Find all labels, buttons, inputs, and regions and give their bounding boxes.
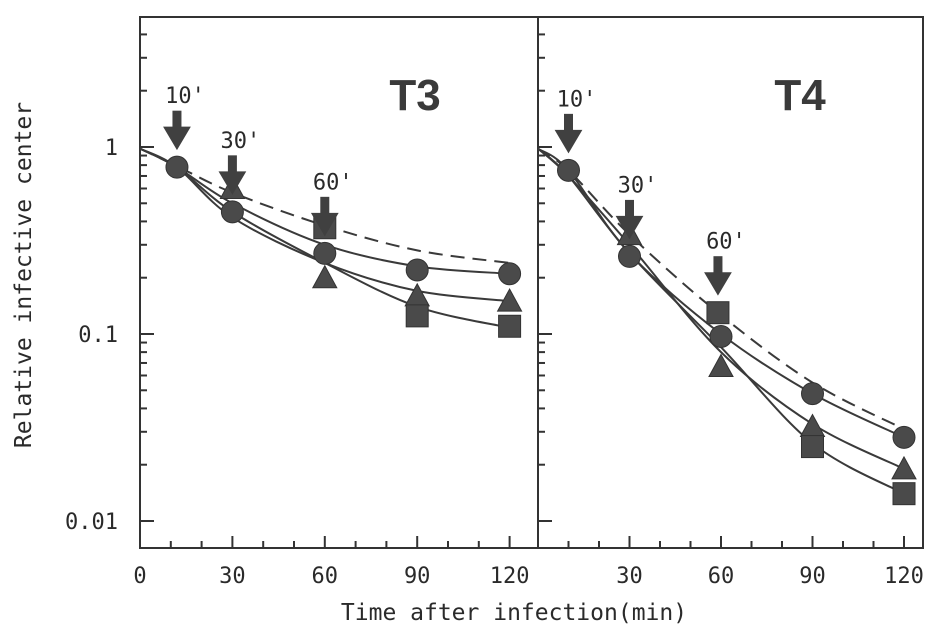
arrow-time-label: 10' — [165, 84, 205, 109]
x-tick-label: 90 — [404, 564, 431, 589]
data-point-triangle — [404, 282, 431, 307]
x-axis-title: Time after infection(min) — [341, 600, 687, 626]
down-arrow-icon — [218, 171, 247, 195]
data-point-circle — [498, 262, 522, 286]
arrow-shaft — [227, 155, 237, 175]
data-point-square — [892, 482, 916, 506]
arrow-time-label: 30' — [618, 173, 658, 198]
arrow-time-label: 60' — [706, 230, 746, 255]
x-tick-label: 60 — [708, 564, 735, 589]
data-point-triangle — [708, 353, 734, 378]
data-point-circle — [892, 425, 916, 449]
data-point-square — [498, 314, 522, 338]
down-arrow-icon — [554, 129, 583, 154]
down-arrow-icon — [163, 126, 191, 151]
data-point-circle — [709, 324, 733, 348]
down-arrow-icon — [615, 215, 644, 240]
down-arrow-icon — [310, 212, 339, 237]
arrow-shaft — [713, 256, 723, 276]
arrow-shaft — [172, 110, 182, 130]
data-point-square — [706, 301, 730, 325]
x-tick-label: 60 — [312, 564, 339, 589]
x-tick-label: 90 — [799, 564, 826, 589]
y-tick-label: 0.01 — [65, 510, 118, 535]
data-point-square — [405, 304, 429, 328]
data-point-circle — [165, 155, 189, 179]
panel-title: T4 — [774, 71, 826, 120]
data-point-circle — [405, 258, 429, 282]
fitted-curve-circle — [537, 147, 905, 439]
data-point-circle — [557, 158, 580, 182]
data-point-triangle — [891, 455, 917, 480]
data-point-circle — [801, 382, 824, 406]
panel-t4: 30 60 90 120 T4 10' 30' 60' — [537, 16, 924, 589]
data-point-triangle — [311, 264, 338, 289]
arrow-shaft — [564, 113, 573, 133]
panel-t3: 0 30 60 90 120 1 0.1 0.01 T3 10' 30' 60' — [65, 16, 539, 589]
x-tick-label: 30 — [219, 564, 246, 589]
data-point-square — [801, 435, 824, 459]
arrow-time-label: 60' — [313, 170, 353, 195]
panel-title: T3 — [389, 71, 440, 120]
arrow-shaft — [625, 199, 634, 219]
dashed-curve — [537, 147, 905, 431]
arrow-time-label: 30' — [221, 129, 261, 154]
data-point-circle — [220, 200, 244, 224]
y-tick-label: 0.1 — [78, 323, 118, 348]
data-point-circle — [313, 241, 337, 265]
arrow-time-label: 10' — [557, 87, 597, 112]
chart-root: 0 30 60 90 120 1 0.1 0.01 T3 10' 30' 60' 30 60 90 120 T4… — [65, 16, 924, 589]
data-point-triangle — [496, 288, 523, 312]
x-tick-label: 120 — [490, 564, 530, 589]
x-tick-label: 120 — [884, 564, 924, 589]
x-tick-label: 0 — [133, 564, 146, 589]
dashed-curve — [139, 147, 510, 264]
y-axis-title: Relative infective center — [11, 102, 37, 448]
down-arrow-icon — [704, 272, 732, 296]
data-point-circle — [618, 244, 641, 268]
x-tick-label: 30 — [616, 564, 643, 589]
arrow-shaft — [320, 196, 330, 216]
y-tick-label: 1 — [105, 136, 118, 161]
panel-frame — [537, 16, 924, 549]
